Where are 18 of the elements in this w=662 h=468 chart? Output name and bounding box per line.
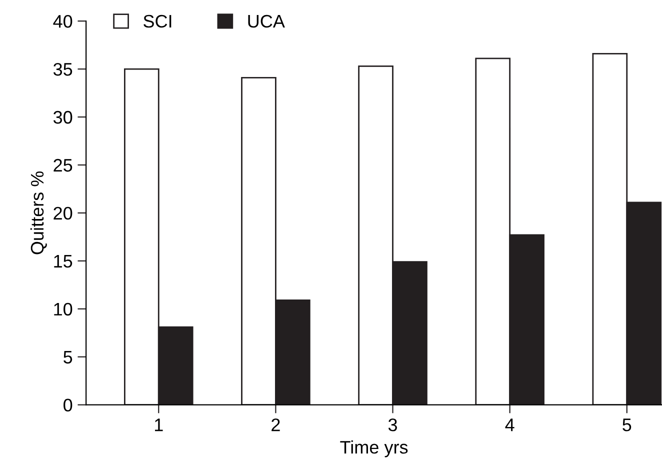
y-tick-label: 20	[54, 206, 72, 220]
legend-label: UCA	[248, 14, 285, 28]
y-tick-label: 40	[53, 14, 72, 28]
y-tick-label: 30	[53, 110, 72, 124]
x-tick-label: 3	[388, 418, 397, 432]
y-tick-label: 15	[54, 255, 72, 268]
y-tick-label: 35	[53, 62, 72, 76]
x-tick-label: 2	[272, 418, 280, 432]
x-tick-label: 1	[154, 418, 163, 432]
y-tick-label: 10	[54, 302, 72, 316]
y-tick-label: 5	[64, 350, 72, 364]
legend-label: SCI	[144, 14, 172, 28]
x-tick-label: 5	[622, 418, 632, 432]
y-tick-label: 25	[54, 158, 72, 172]
x-tick-label: 4	[505, 418, 514, 432]
y-tick-label: 0	[64, 398, 72, 412]
y-axis-title: Quitters %	[30, 171, 47, 254]
x-axis-title: Time yrs	[340, 440, 408, 458]
